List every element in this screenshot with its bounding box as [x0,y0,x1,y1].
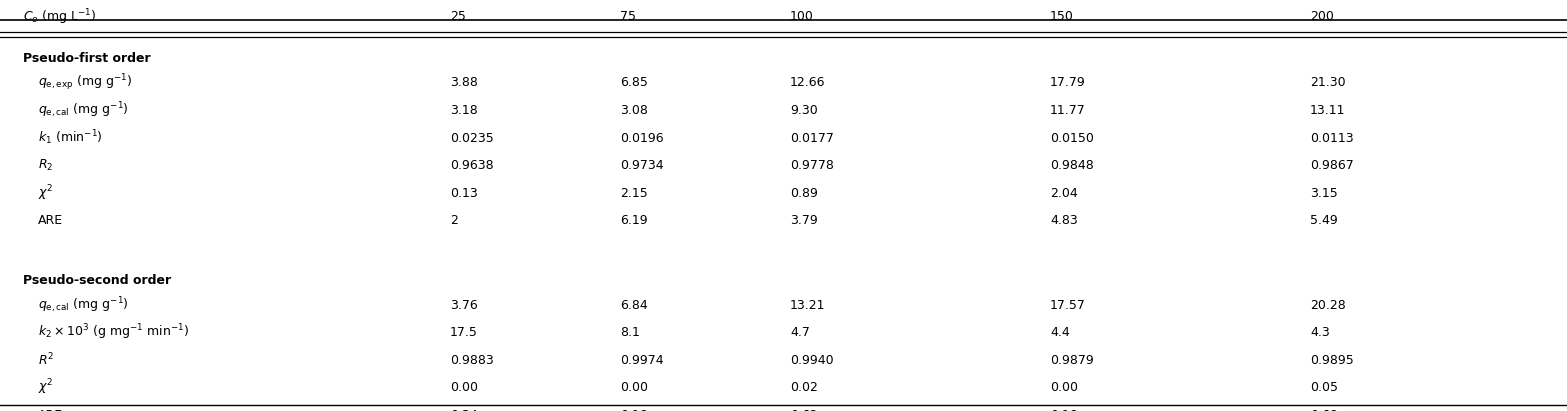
Text: 0.13: 0.13 [450,187,478,199]
Text: 20.28: 20.28 [1310,298,1346,312]
Text: 17.79: 17.79 [1050,76,1086,90]
Text: 75: 75 [621,11,636,23]
Text: 2.04: 2.04 [1050,187,1078,199]
Text: 4.7: 4.7 [790,326,810,339]
Text: 8.1: 8.1 [621,326,639,339]
Text: $q_\mathrm{e,exp}$ (mg g$^{-1}$): $q_\mathrm{e,exp}$ (mg g$^{-1}$) [38,73,132,93]
Text: 0.0196: 0.0196 [621,132,664,145]
Text: 3.79: 3.79 [790,214,818,227]
Text: 0.9734: 0.9734 [621,159,664,172]
Text: 4.3: 4.3 [1310,326,1330,339]
Text: $C_o$ (mg L$^{-1}$): $C_o$ (mg L$^{-1}$) [24,7,97,27]
Text: 4.83: 4.83 [1050,214,1078,227]
Text: 0.0177: 0.0177 [790,132,834,145]
Text: 0.0150: 0.0150 [1050,132,1094,145]
Text: ARE: ARE [38,214,63,227]
Text: $q_\mathrm{e,cal}$ (mg g$^{-1}$): $q_\mathrm{e,cal}$ (mg g$^{-1}$) [38,101,128,120]
Text: 11.77: 11.77 [1050,104,1086,117]
Text: 6.84: 6.84 [621,298,647,312]
Text: 6.85: 6.85 [621,76,647,90]
Text: 6.19: 6.19 [621,214,647,227]
Text: 13.21: 13.21 [790,298,826,312]
Text: 0.9974: 0.9974 [621,353,664,367]
Text: 150: 150 [1050,11,1073,23]
Text: Pseudo-first order: Pseudo-first order [24,51,150,65]
Text: 0.9867: 0.9867 [1310,159,1354,172]
Text: 3.15: 3.15 [1310,187,1338,199]
Text: Pseudo-second order: Pseudo-second order [24,273,171,286]
Text: 0.00: 0.00 [621,381,649,394]
Text: 5.49: 5.49 [1310,214,1338,227]
Text: 9.30: 9.30 [790,104,818,117]
Text: 0.9895: 0.9895 [1310,353,1354,367]
Text: 0.00: 0.00 [1050,381,1078,394]
Text: $\chi^2$: $\chi^2$ [38,378,53,397]
Text: 0.68: 0.68 [1310,409,1338,411]
Text: 100: 100 [790,11,813,23]
Text: 0.18: 0.18 [621,409,647,411]
Text: 3.88: 3.88 [450,76,478,90]
Text: ARE: ARE [38,409,63,411]
Text: $\chi^2$: $\chi^2$ [38,183,53,203]
Text: 0.18: 0.18 [1050,409,1078,411]
Text: $R_2$: $R_2$ [38,158,53,173]
Text: 0.9879: 0.9879 [1050,353,1094,367]
Text: 0.0235: 0.0235 [450,132,494,145]
Text: 2.15: 2.15 [621,187,647,199]
Text: 0.9940: 0.9940 [790,353,834,367]
Text: 21.30: 21.30 [1310,76,1346,90]
Text: 0.9883: 0.9883 [450,353,494,367]
Text: 12.66: 12.66 [790,76,826,90]
Text: 3.76: 3.76 [450,298,478,312]
Text: 200: 200 [1310,11,1334,23]
Text: 17.5: 17.5 [450,326,478,339]
Text: $q_\mathrm{e,cal}$ (mg g$^{-1}$): $q_\mathrm{e,cal}$ (mg g$^{-1}$) [38,295,128,315]
Text: 25: 25 [450,11,465,23]
Text: 0.89: 0.89 [790,187,818,199]
Text: $k_2 \times 10^3$ (g mg$^{-1}$ min$^{-1}$): $k_2 \times 10^3$ (g mg$^{-1}$ min$^{-1}… [38,323,190,342]
Text: 3.18: 3.18 [450,104,478,117]
Text: 0.62: 0.62 [790,409,818,411]
Text: 0.9848: 0.9848 [1050,159,1094,172]
Text: 0.9638: 0.9638 [450,159,494,172]
Text: 13.11: 13.11 [1310,104,1346,117]
Text: 2: 2 [450,214,458,227]
Text: 0.05: 0.05 [1310,381,1338,394]
Text: 3.08: 3.08 [621,104,647,117]
Text: 0.02: 0.02 [790,381,818,394]
Text: 17.57: 17.57 [1050,298,1086,312]
Text: 0.00: 0.00 [450,381,478,394]
Text: 0.34: 0.34 [450,409,478,411]
Text: $k_1$ (min$^{-1}$): $k_1$ (min$^{-1}$) [38,129,103,148]
Text: 0.9778: 0.9778 [790,159,834,172]
Text: $R^2$: $R^2$ [38,352,55,368]
Text: 0.0113: 0.0113 [1310,132,1354,145]
Text: 4.4: 4.4 [1050,326,1070,339]
